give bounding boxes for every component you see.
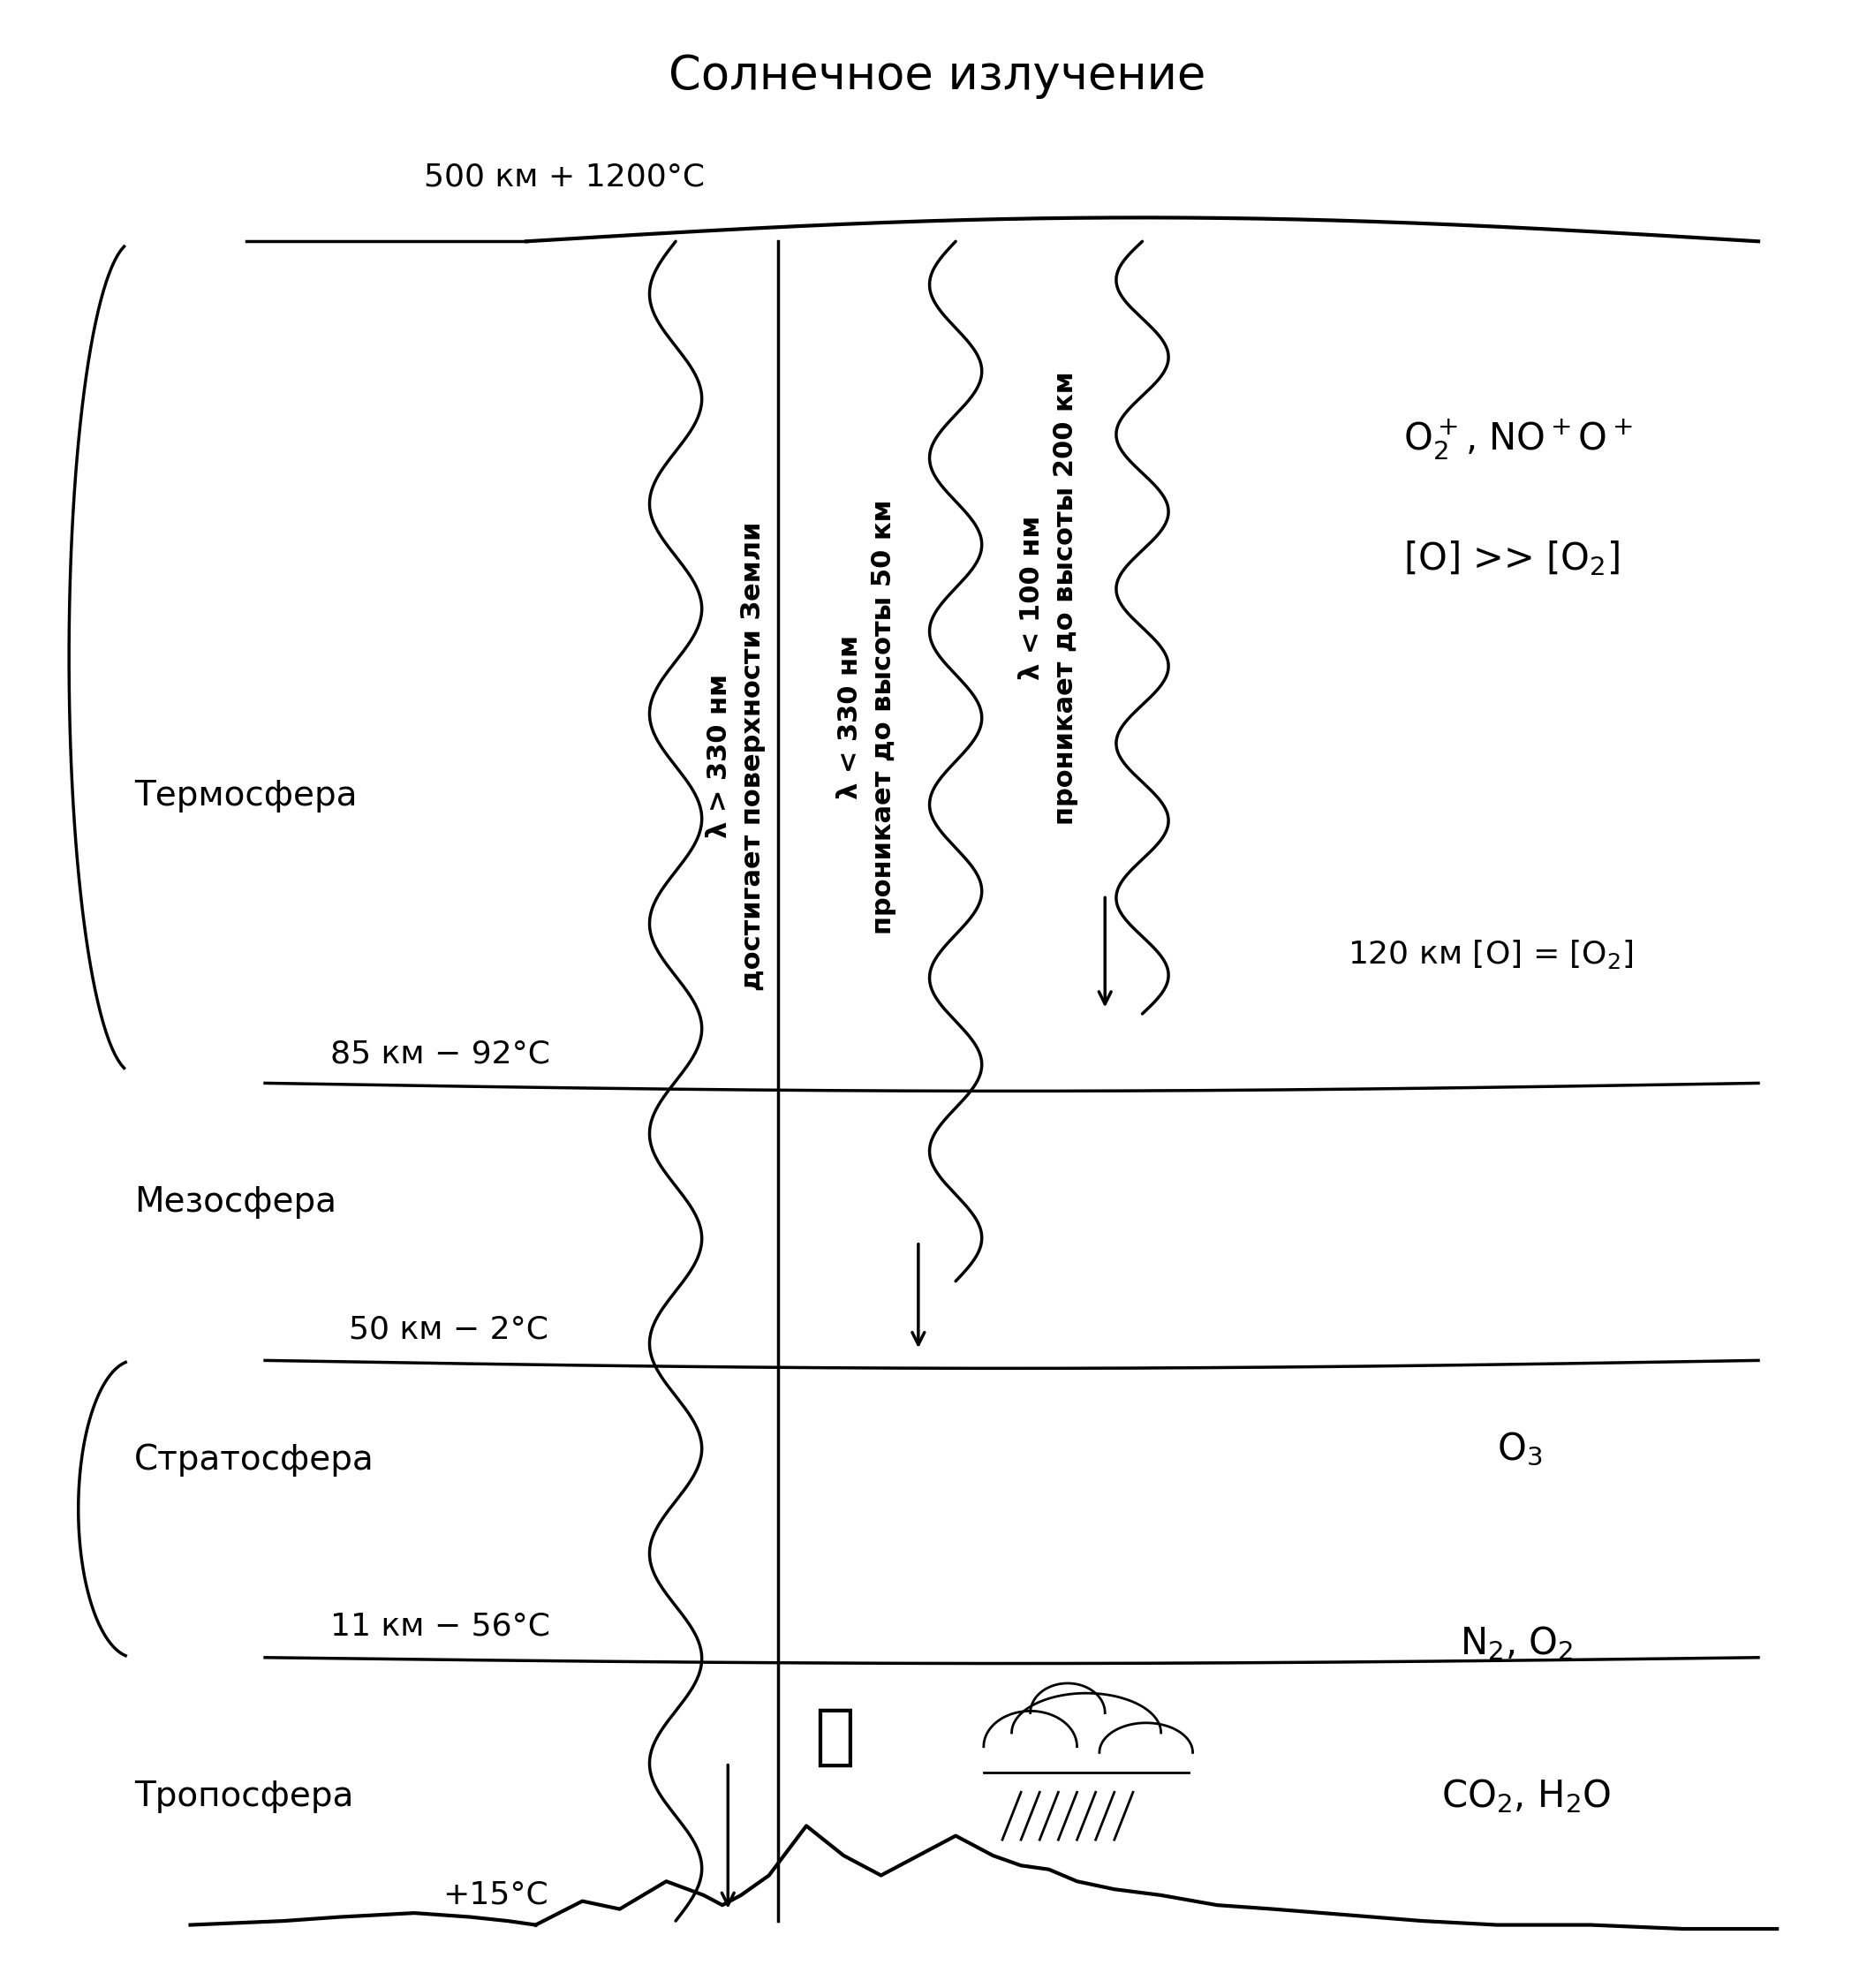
Text: Тропосфера: Тропосфера xyxy=(135,1779,354,1813)
Text: λ < 330 нм
проникает до высоты 50 км: λ < 330 нм проникает до высоты 50 км xyxy=(838,499,896,934)
Text: [O] >> [O$_2$]: [O] >> [O$_2$] xyxy=(1404,539,1621,579)
Text: +15°C: +15°C xyxy=(442,1881,547,1910)
Text: O$_2^+$, NO$^+$O$^+$: O$_2^+$, NO$^+$O$^+$ xyxy=(1404,417,1634,461)
Text: 85 км − 92°C: 85 км − 92°C xyxy=(330,1040,551,1070)
Text: 120 км [O] = [O$_2$]: 120 км [O] = [O$_2$] xyxy=(1347,938,1634,970)
Text: Солнечное излучение: Солнечное излучение xyxy=(669,54,1205,99)
Text: 11 км − 56°C: 11 км − 56°C xyxy=(330,1612,551,1642)
Text: 50 км − 2°C: 50 км − 2°C xyxy=(349,1314,549,1344)
Text: λ < 100 нм
проникает до высоты 200 км: λ < 100 нм проникает до высоты 200 км xyxy=(1019,372,1079,825)
Text: N$_2$, O$_2$: N$_2$, O$_2$ xyxy=(1460,1624,1572,1662)
Text: λ > 330 нм
достигает поверхности Земли: λ > 330 нм достигает поверхности Земли xyxy=(706,521,766,992)
Text: O$_3$: O$_3$ xyxy=(1497,1431,1542,1469)
Text: Мезосфера: Мезосфера xyxy=(135,1185,337,1219)
Text: Стратосфера: Стратосфера xyxy=(135,1443,375,1477)
Text: Термосфера: Термосфера xyxy=(135,779,358,813)
Text: CO$_2$, H$_2$O: CO$_2$, H$_2$O xyxy=(1441,1777,1612,1815)
Text: ✈: ✈ xyxy=(813,1704,855,1769)
Text: 500 км + 1200°C: 500 км + 1200°C xyxy=(424,161,705,191)
